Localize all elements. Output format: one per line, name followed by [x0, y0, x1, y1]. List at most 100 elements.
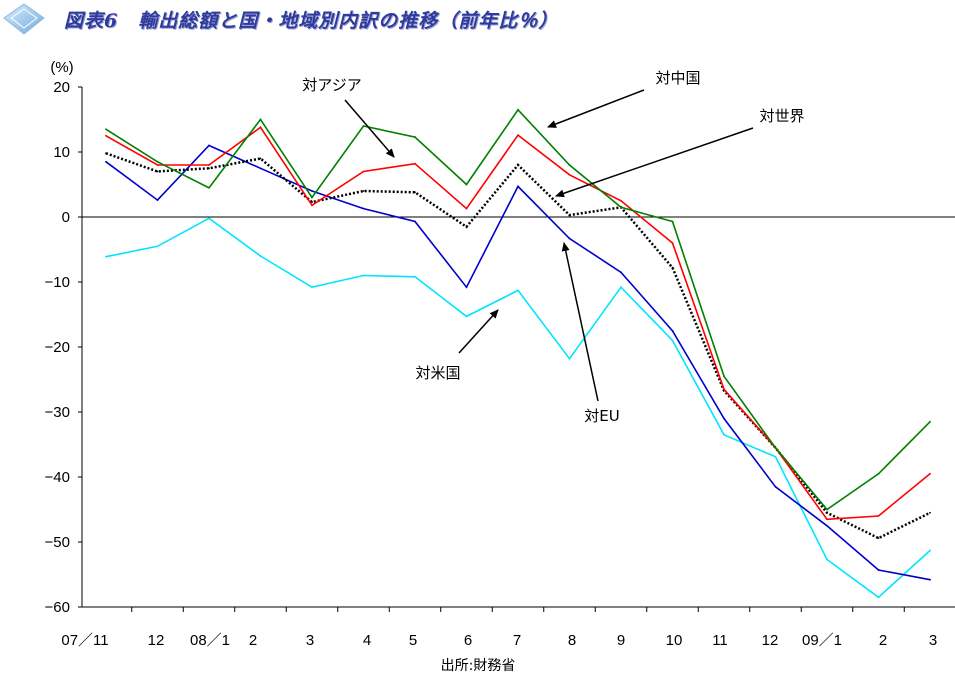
- x-tick-label: 4: [363, 632, 371, 649]
- data-point: [465, 315, 468, 318]
- data-point: [362, 190, 365, 192]
- data-point: [929, 549, 931, 552]
- source-note: 出所:財務省: [441, 658, 516, 674]
- data-point: [208, 167, 210, 170]
- data-point: [929, 578, 931, 581]
- data-point: [826, 558, 828, 561]
- x-tick-label: 10: [666, 632, 683, 649]
- annotation-arrow: [555, 127, 754, 198]
- data-point: [362, 170, 365, 173]
- data-point: [517, 185, 519, 188]
- data-point: [311, 204, 313, 207]
- y-tick-label: 10: [53, 144, 70, 161]
- y-tick-label: −30: [45, 404, 70, 421]
- data-point: [156, 199, 159, 202]
- data-point: [259, 118, 262, 121]
- data-point: [568, 357, 571, 360]
- data-point: [517, 134, 519, 137]
- series-line-us: [105, 217, 931, 599]
- data-point: [929, 420, 931, 423]
- data-point: [568, 164, 571, 166]
- data-point: [620, 199, 622, 202]
- data-point: [465, 183, 468, 186]
- chart-axes: 20 10 0 −10 −20 −30 −40 −50 −60 (%) 07／11 12 08／1 2 3 4…: [45, 59, 955, 649]
- y-tick-label: −50: [45, 534, 70, 551]
- data-point: [929, 511, 931, 514]
- data-point: [517, 164, 519, 166]
- x-tick-label: 3: [306, 632, 314, 649]
- data-point: [311, 196, 313, 199]
- data-point: [517, 108, 519, 111]
- series-lines: [105, 108, 931, 599]
- data-point: [877, 596, 880, 599]
- x-tick-label: 09／1: [802, 632, 842, 649]
- annotation-arrow: [458, 309, 499, 354]
- data-point: [671, 339, 674, 342]
- data-point: [826, 511, 828, 514]
- data-point: [362, 274, 365, 277]
- data-point: [105, 160, 107, 163]
- data-point: [414, 191, 416, 194]
- data-point: [362, 207, 365, 210]
- annotation-label: 対米国: [415, 364, 460, 382]
- data-point: [465, 225, 468, 228]
- chart-title: 図表6 輸出総額と国・地域別内訳の推移（前年比％）: [64, 10, 559, 32]
- data-point: [568, 214, 571, 216]
- series-line-world: [105, 152, 931, 540]
- data-point: [620, 271, 622, 274]
- data-point: [105, 128, 107, 131]
- data-point: [723, 375, 725, 378]
- annotation-label: 対中国: [655, 69, 700, 87]
- x-tick-label: 2: [879, 632, 887, 649]
- x-tick-label: 3: [929, 632, 937, 649]
- y-tick-label: −40: [45, 469, 70, 486]
- data-point: [156, 170, 159, 173]
- data-point: [465, 207, 468, 210]
- data-point: [671, 266, 674, 269]
- data-point: [414, 136, 416, 138]
- annotation-arrow: [344, 99, 395, 158]
- data-point: [208, 217, 210, 220]
- data-point: [465, 286, 468, 289]
- data-point: [671, 242, 674, 244]
- annotation-label: 対アジア: [302, 76, 361, 94]
- data-point: [723, 388, 725, 391]
- data-point: [208, 186, 210, 189]
- chart-header: 図表6 輸出総額と国・地域別内訳の推移（前年比％）: [0, 0, 955, 50]
- data-point: [877, 515, 880, 517]
- series-line-china: [105, 108, 931, 511]
- data-point: [311, 190, 313, 192]
- data-point: [105, 255, 107, 258]
- data-point: [877, 537, 880, 539]
- x-tick-label: 8: [568, 632, 576, 649]
- data-point: [774, 446, 777, 449]
- data-point: [414, 162, 416, 165]
- x-tick-label: 9: [617, 632, 625, 649]
- y-unit-label: (%): [50, 59, 73, 76]
- data-point: [414, 220, 416, 223]
- x-tick-label: 6: [464, 632, 472, 649]
- data-point: [620, 286, 622, 289]
- x-tick-label: 08／1: [190, 632, 230, 649]
- data-point: [774, 485, 777, 488]
- data-point: [723, 417, 725, 420]
- annotation-arrow: [561, 242, 599, 402]
- x-tick-label: 12: [762, 632, 779, 649]
- y-tick-label: 0: [62, 209, 70, 226]
- data-point: [259, 126, 262, 129]
- annotation-arrow: [547, 89, 645, 128]
- data-point: [208, 144, 210, 147]
- data-point: [105, 134, 107, 137]
- data-point: [156, 164, 159, 166]
- data-point: [671, 329, 674, 332]
- data-point: [723, 433, 725, 436]
- series-line-eu: [105, 144, 931, 581]
- data-point: [311, 201, 313, 203]
- x-tick-label: 5: [409, 632, 417, 649]
- data-point: [568, 237, 571, 240]
- y-tick-label: −10: [45, 274, 70, 291]
- data-point: [414, 275, 416, 278]
- data-point: [311, 286, 313, 289]
